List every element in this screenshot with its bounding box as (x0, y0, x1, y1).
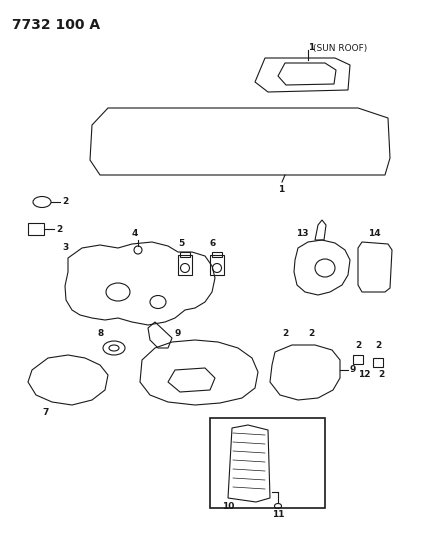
Text: 1: 1 (308, 44, 314, 52)
Bar (178, 255, 192, 275)
Bar (210, 255, 224, 275)
Text: 2: 2 (62, 198, 68, 206)
Text: 1: 1 (278, 185, 284, 194)
Text: 9: 9 (175, 329, 181, 338)
Text: 3: 3 (62, 244, 68, 253)
Text: 7732 100 A: 7732 100 A (12, 18, 100, 32)
Text: 10: 10 (222, 502, 235, 511)
Text: 9: 9 (350, 366, 357, 375)
Text: 2: 2 (282, 329, 288, 338)
Text: 14: 14 (368, 229, 380, 238)
Text: 2: 2 (355, 341, 361, 350)
Bar (28, 223, 44, 235)
Text: (SUN ROOF): (SUN ROOF) (313, 44, 367, 52)
Text: 2: 2 (378, 370, 384, 379)
Text: 12: 12 (358, 370, 371, 379)
Bar (180, 252, 190, 257)
Bar (212, 252, 222, 257)
Text: 5: 5 (178, 239, 184, 248)
Bar (373, 358, 383, 367)
Text: 8: 8 (98, 329, 104, 338)
Text: 6: 6 (210, 239, 216, 248)
Text: 2: 2 (56, 224, 62, 233)
Text: 11: 11 (272, 510, 285, 519)
Text: 2: 2 (308, 329, 314, 338)
Bar (353, 355, 363, 364)
Text: 4: 4 (132, 229, 138, 238)
Bar (210, 418, 325, 508)
Text: 7: 7 (42, 408, 48, 417)
Text: 2: 2 (375, 341, 381, 350)
Text: 13: 13 (296, 229, 309, 238)
